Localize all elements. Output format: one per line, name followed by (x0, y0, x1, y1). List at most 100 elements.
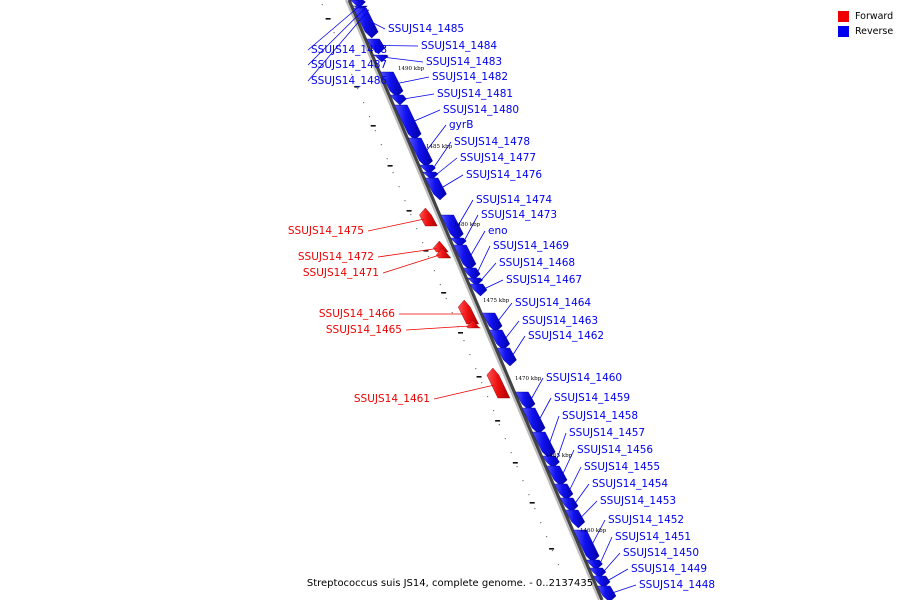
gene-feature (481, 312, 503, 333)
scale-dot (463, 340, 465, 342)
scale-dot (427, 256, 430, 258)
scale-dot (333, 32, 335, 34)
label-leader (403, 93, 435, 100)
label-leader (381, 45, 419, 47)
gene-feature (449, 237, 467, 248)
label-leader (457, 199, 474, 227)
legend-reverse: Reverse (838, 24, 893, 39)
scale-tick-label: 1490 kbp (398, 66, 425, 72)
gene-label: SSUJS14_1460 (546, 372, 622, 384)
tick-dash (370, 125, 376, 127)
scale-dot (416, 228, 418, 230)
label-leader (504, 320, 520, 340)
gene-feature (436, 247, 452, 259)
label-leader (556, 432, 567, 462)
scale-dots (321, 4, 560, 566)
gene-label: SSUJS14_1464 (515, 297, 591, 309)
gene-feature (546, 465, 568, 487)
scale-dot (410, 214, 412, 216)
tick-dash (387, 165, 393, 167)
backbone (345, 0, 600, 601)
gene-feature (389, 94, 407, 106)
gene-feature (373, 54, 389, 63)
scale-dot (422, 242, 424, 244)
gene-label: SSUJS14_1487 (311, 59, 387, 71)
scale-dot (374, 130, 377, 132)
gene-label: SSUJS14_1465 (326, 324, 402, 336)
scale-dot (439, 284, 441, 286)
gene-label: SSUJS14_1452 (608, 514, 684, 526)
label-leader (382, 254, 440, 274)
scale-dot (433, 270, 436, 272)
scale-dot (510, 452, 512, 454)
gene-feature (585, 559, 603, 571)
scale-ticks: 1490 kbp 1485 kbp 1480 kbp 1475 kbp 1470 kbp… (398, 66, 607, 534)
label-leader (433, 384, 495, 400)
gene-feature (407, 137, 433, 168)
gene-label: SSUJS14_1461 (354, 393, 430, 405)
scale-tick-label: 1460 kbp (580, 528, 607, 534)
scale-dot (522, 480, 524, 482)
gene-label: SSUJS14_1480 (443, 104, 519, 116)
gene-feature (419, 164, 436, 175)
backbone-shadow (347, 0, 604, 601)
label-leader (580, 500, 598, 519)
scale-tick-label: 1480 kbp (454, 222, 481, 228)
gene-label: SSUJS14_1466 (319, 308, 395, 320)
scale-tick-label: 1465 kbp (546, 453, 573, 459)
gene-feature (353, 7, 379, 39)
gene-label: SSUJS14_1485 (388, 23, 464, 35)
label-leader (463, 214, 479, 242)
label-leader (367, 218, 425, 232)
gene-feature (573, 529, 600, 563)
label-leader (548, 415, 560, 445)
gene-feature (488, 329, 511, 351)
gene-label: SSUJS14_1476 (466, 169, 542, 181)
gene-label: SSUJS14_1473 (481, 209, 557, 221)
gene-label: SSUJS14_1455 (584, 461, 660, 473)
scale-dot (546, 536, 548, 538)
gene-label: SSUJS14_1459 (554, 392, 630, 404)
label-leader (425, 124, 447, 152)
tick-dash (476, 376, 482, 378)
scale-dot (445, 298, 447, 300)
label-leader (307, 11, 368, 82)
label-leader (386, 57, 424, 63)
label-leader (606, 568, 629, 582)
gene-label: SSUJS14_1463 (522, 315, 598, 327)
scale-dot (516, 466, 518, 468)
scale-dot (386, 158, 388, 160)
gene-feature (440, 214, 464, 241)
gene-label: SSUJS14_1457 (569, 427, 645, 439)
tick-dashes (325, 18, 555, 550)
label-leader (405, 325, 470, 331)
gene-label: SSUJS14_1471 (303, 267, 379, 279)
scale-dot (357, 88, 359, 90)
label-leader (397, 76, 430, 84)
gene-label: SSUJS14_1477 (460, 152, 536, 164)
gene-label: SSUJS14_1481 (437, 88, 513, 100)
gene-label: SSUJS14_1462 (528, 330, 604, 342)
scale-dot (534, 508, 536, 510)
scale-tick-label: 1475 kbp (483, 298, 510, 304)
scale-dot (368, 116, 371, 118)
gene-feature (564, 509, 586, 529)
gene-features (349, 0, 617, 603)
gene-feature (424, 177, 447, 201)
scale-dot (398, 186, 400, 188)
gene-label: SSUJS14_1458 (562, 410, 638, 422)
label-leader (568, 466, 582, 492)
tick-dash (325, 18, 331, 20)
tick-dash (495, 420, 501, 422)
gene-feature (521, 407, 546, 435)
scale-dot (540, 522, 542, 524)
gene-feature (419, 207, 438, 227)
gene-feature (349, 0, 366, 9)
label-leader (530, 377, 544, 401)
gene-label: eno (488, 225, 508, 237)
label-leader (497, 302, 513, 322)
gene-feature (380, 71, 404, 98)
label-leader (476, 245, 491, 274)
